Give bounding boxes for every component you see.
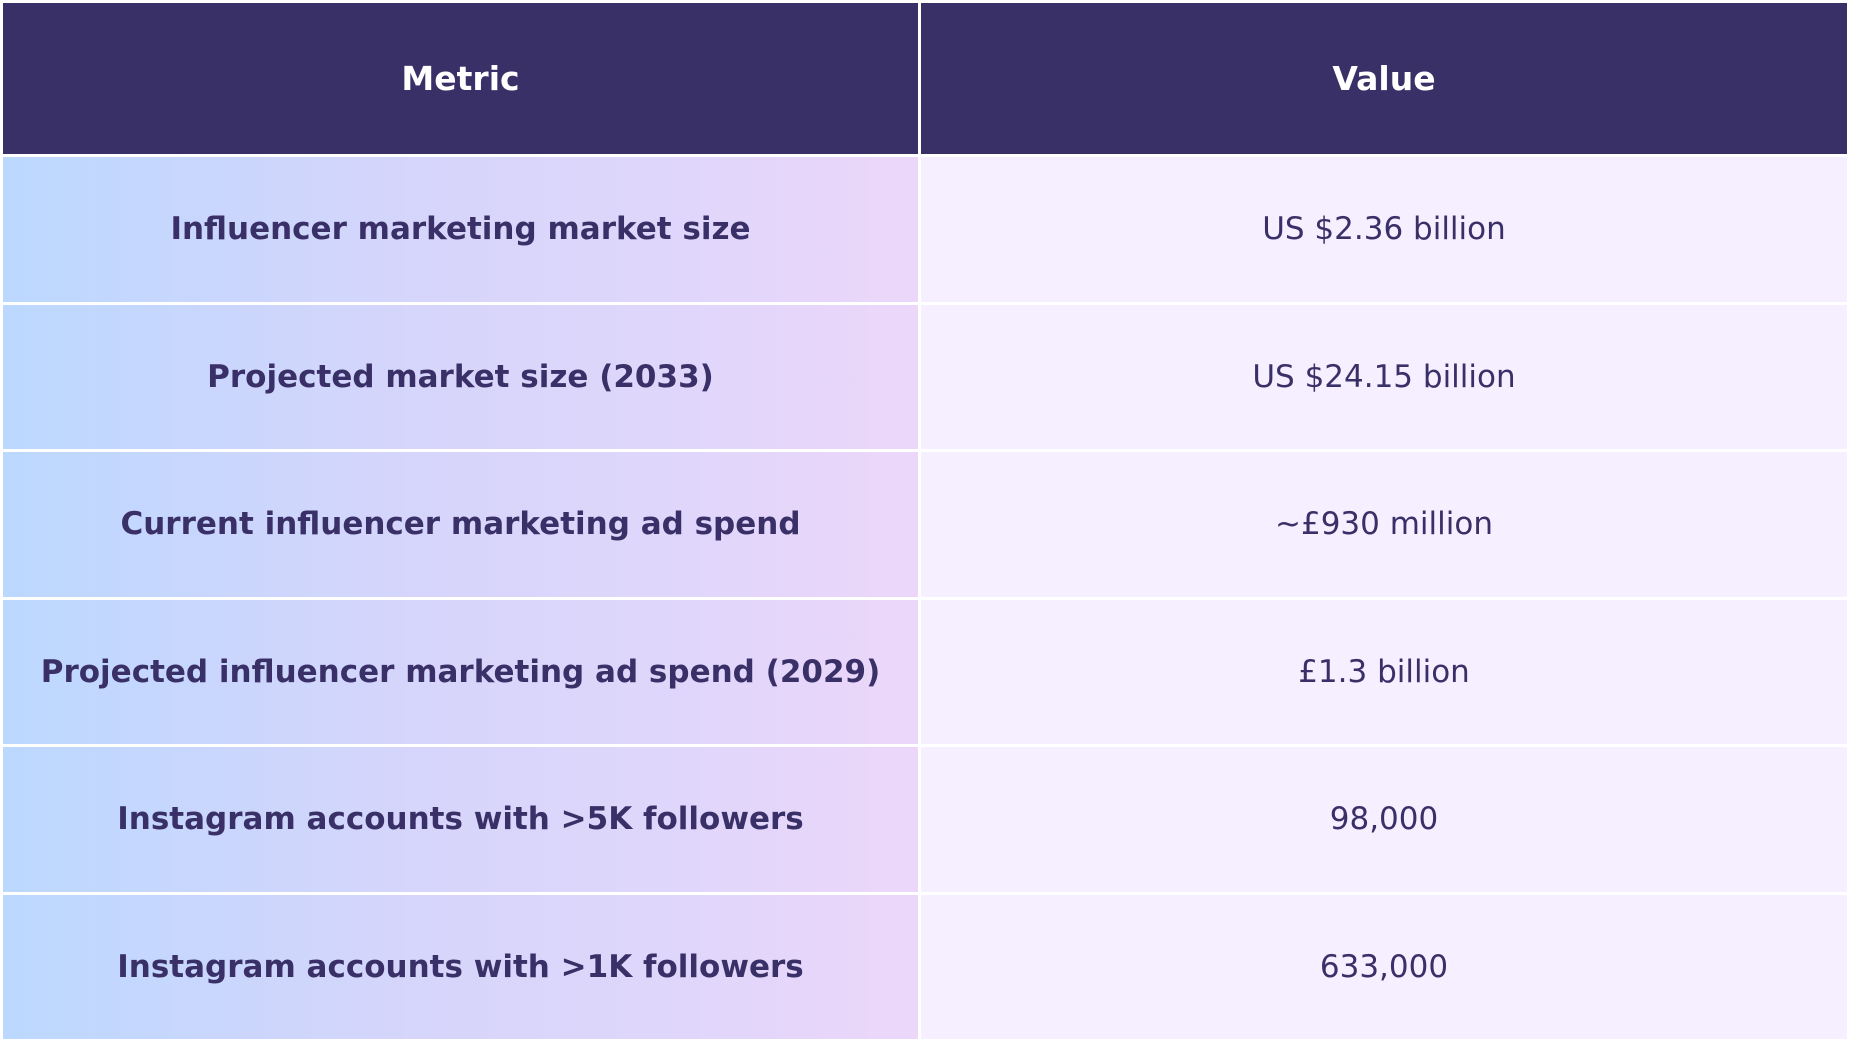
row-5-value: 98,000 [921,747,1847,892]
row-3-metric: Current influencer marketing ad spend [3,452,918,597]
metrics-table: Metric Value Influencer marketing market… [3,3,1847,1039]
header-metric: Metric [3,3,918,154]
row-1-metric: Influencer marketing market size [3,157,918,302]
row-4-metric: Projected influencer marketing ad spend … [3,599,918,744]
row-5-metric: Instagram accounts with >5K followers [3,747,918,892]
row-6-metric: Instagram accounts with >1K followers [3,894,918,1039]
row-2-value: US $24.15 billion [921,304,1847,449]
row-2-metric: Projected market size (2033) [3,304,918,449]
row-1-value: US $2.36 billion [921,157,1847,302]
row-6-value: 633,000 [921,894,1847,1039]
header-value: Value [921,3,1847,154]
row-3-value: ~£930 million [921,452,1847,597]
row-4-value: £1.3 billion [921,599,1847,744]
